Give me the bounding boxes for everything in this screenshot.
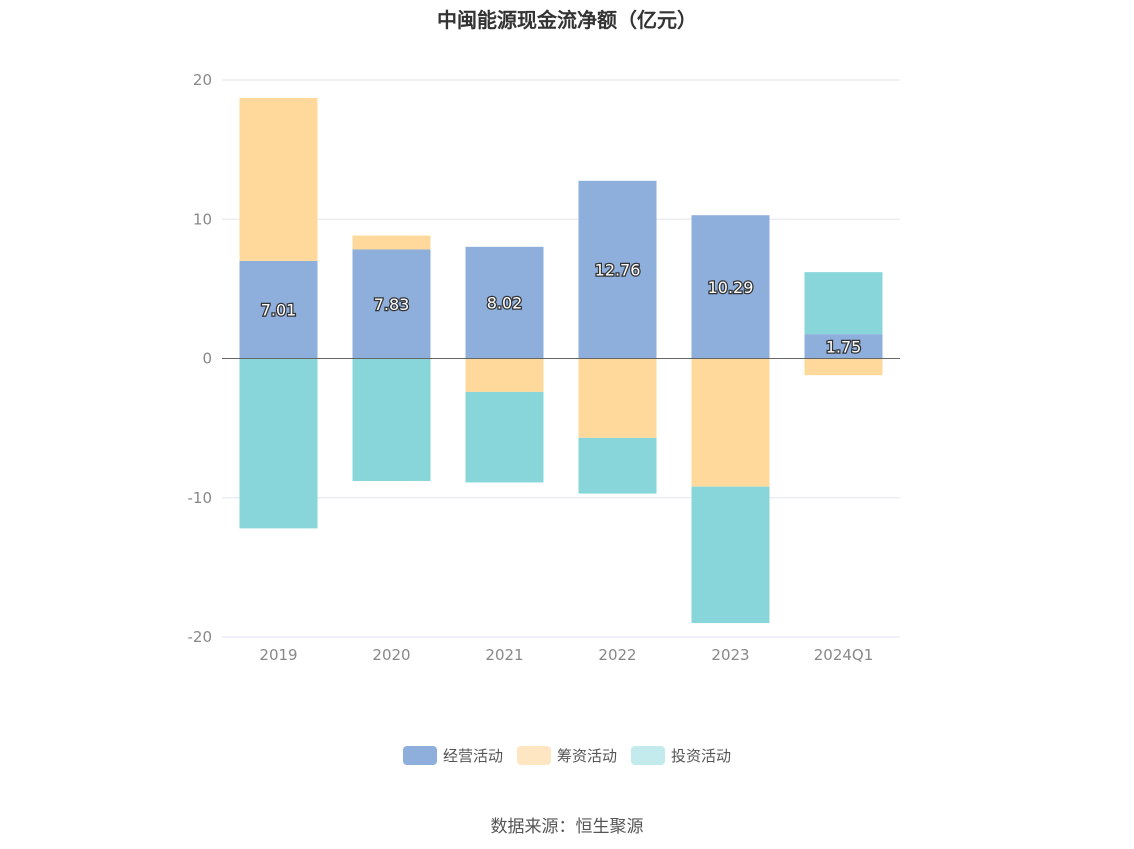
data-label: 8.02	[487, 294, 523, 313]
bar-layer	[239, 97, 883, 624]
bar-segment[interactable]	[691, 358, 770, 487]
bar-segment[interactable]	[804, 334, 883, 359]
y-tick-label: 0	[202, 350, 212, 368]
legend-item-investing[interactable]: 投资活动	[631, 745, 731, 766]
bar-segment[interactable]	[578, 180, 657, 359]
legend-swatch-financing	[516, 746, 551, 765]
bar-segment[interactable]	[352, 235, 431, 250]
bar-segment[interactable]	[352, 249, 431, 359]
bar-segment[interactable]	[578, 437, 657, 494]
bar-segment[interactable]	[239, 97, 318, 261]
bar-segment[interactable]	[465, 246, 544, 359]
x-tick-label: 2021	[485, 646, 523, 664]
legend-item-operating[interactable]: 经营活动	[402, 745, 503, 766]
bar-segment[interactable]	[239, 260, 318, 359]
bar-segment[interactable]	[239, 358, 318, 529]
data-label: 10.29	[708, 278, 754, 297]
x-tick-label: 2023	[711, 646, 749, 664]
y-tick-label: -10	[188, 489, 213, 507]
x-tick-label: 2019	[259, 646, 297, 664]
legend-label-financing: 筹资活动	[556, 747, 617, 765]
x-tick-label: 2024Q1	[814, 646, 874, 664]
bar-segment[interactable]	[465, 391, 544, 483]
data-label: 7.83	[374, 295, 410, 314]
bar-segment[interactable]	[691, 486, 770, 624]
legend-swatch-operating	[402, 746, 437, 765]
y-tick-label: -20	[188, 628, 213, 646]
data-source: 数据来源：恒生聚源	[490, 817, 644, 837]
axis-layer: 20 10 0 -10 -20 2019 2020 2021 2022 2023 2024Q1	[188, 71, 900, 664]
bar-segment[interactable]	[465, 358, 544, 392]
bar-segment[interactable]	[804, 272, 883, 335]
legend-label-operating: 经营活动	[442, 747, 503, 765]
legend-item-financing[interactable]: 筹资活动	[516, 745, 617, 766]
legend-label-investing: 投资活动	[671, 747, 732, 765]
label-layer: 7.01 7.83 8.02 12.76 10.29 1.75	[259, 259, 862, 357]
bar-segment[interactable]	[804, 358, 883, 376]
y-tick-label: 10	[193, 210, 212, 228]
data-label: 7.01	[261, 301, 297, 320]
legend-swatch-investing	[631, 746, 665, 765]
y-tick-label: 20	[193, 71, 212, 89]
bar-segment[interactable]	[352, 358, 431, 482]
legend: 经营活动 筹资活动 投资活动	[0, 745, 1134, 766]
x-tick-label: 2022	[598, 646, 636, 664]
chart-title: 中闽能源现金流净额（亿元）	[437, 8, 697, 32]
bar-segment[interactable]	[578, 358, 657, 438]
data-label: 1.75	[826, 337, 862, 356]
x-tick-label: 2020	[372, 646, 410, 664]
bar-segment[interactable]	[691, 215, 770, 359]
data-label: 12.76	[595, 261, 641, 280]
grid-layer	[222, 79, 900, 638]
